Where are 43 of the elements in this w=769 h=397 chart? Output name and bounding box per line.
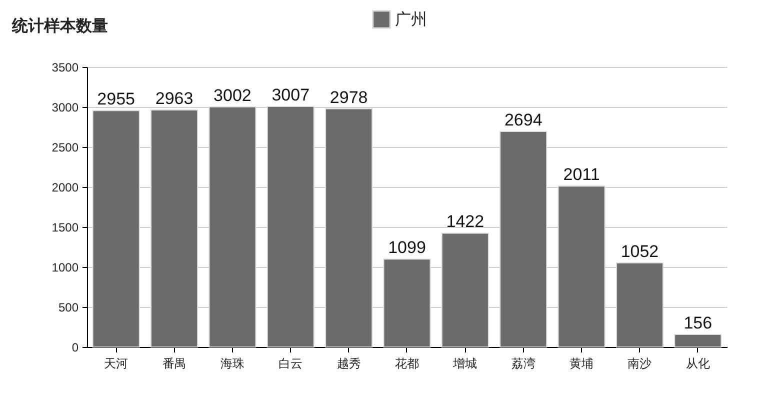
x-tick-label: 增城	[452, 356, 478, 370]
bar	[383, 258, 431, 348]
data-label: 1099	[388, 238, 426, 258]
x-tick-label: 白云	[278, 356, 303, 370]
bar	[92, 110, 140, 348]
y-tick-label: 1000	[52, 260, 79, 274]
data-label: 156	[684, 314, 712, 333]
data-label: 3007	[272, 85, 310, 104]
data-label: 1422	[446, 212, 484, 232]
x-tick-label: 南沙	[628, 356, 652, 370]
bar	[558, 186, 606, 348]
data-label: 3002	[214, 86, 252, 105]
x-tick-label: 越秀	[336, 356, 361, 370]
x-tick-label: 海珠	[220, 356, 244, 370]
x-tick-label: 天河	[104, 356, 128, 370]
data-label: 2694	[504, 110, 542, 130]
data-label: 1052	[620, 242, 659, 261]
data-label: 2955	[97, 90, 136, 109]
bar	[150, 109, 198, 348]
x-tick-label: 从化	[686, 356, 710, 370]
x-tick-label: 花都	[395, 356, 419, 370]
bar	[616, 262, 664, 348]
y-tick-label: 2000	[52, 180, 79, 194]
data-label: 2011	[563, 165, 600, 184]
y-tick-label: 1500	[52, 220, 79, 234]
y-tick-label: 2500	[52, 140, 79, 154]
bar	[266, 106, 314, 348]
x-tick-label: 番禺	[162, 356, 186, 370]
legend-label: 广州	[395, 10, 427, 28]
y-tick-label: 3000	[52, 100, 79, 114]
bar	[325, 108, 373, 348]
chart-title: 统计样本数量	[11, 17, 108, 35]
x-tick-label: 黄埔	[570, 356, 594, 370]
bar	[674, 334, 722, 348]
bar	[500, 130, 548, 348]
y-tick-label: 500	[58, 300, 79, 314]
data-label: 2963	[155, 88, 194, 108]
bar	[441, 232, 489, 348]
y-tick-label: 3500	[52, 60, 79, 74]
bar	[208, 106, 256, 348]
x-tick-label: 荔湾	[511, 356, 536, 370]
data-label: 2978	[330, 88, 368, 107]
y-tick-label: 0	[72, 340, 79, 354]
